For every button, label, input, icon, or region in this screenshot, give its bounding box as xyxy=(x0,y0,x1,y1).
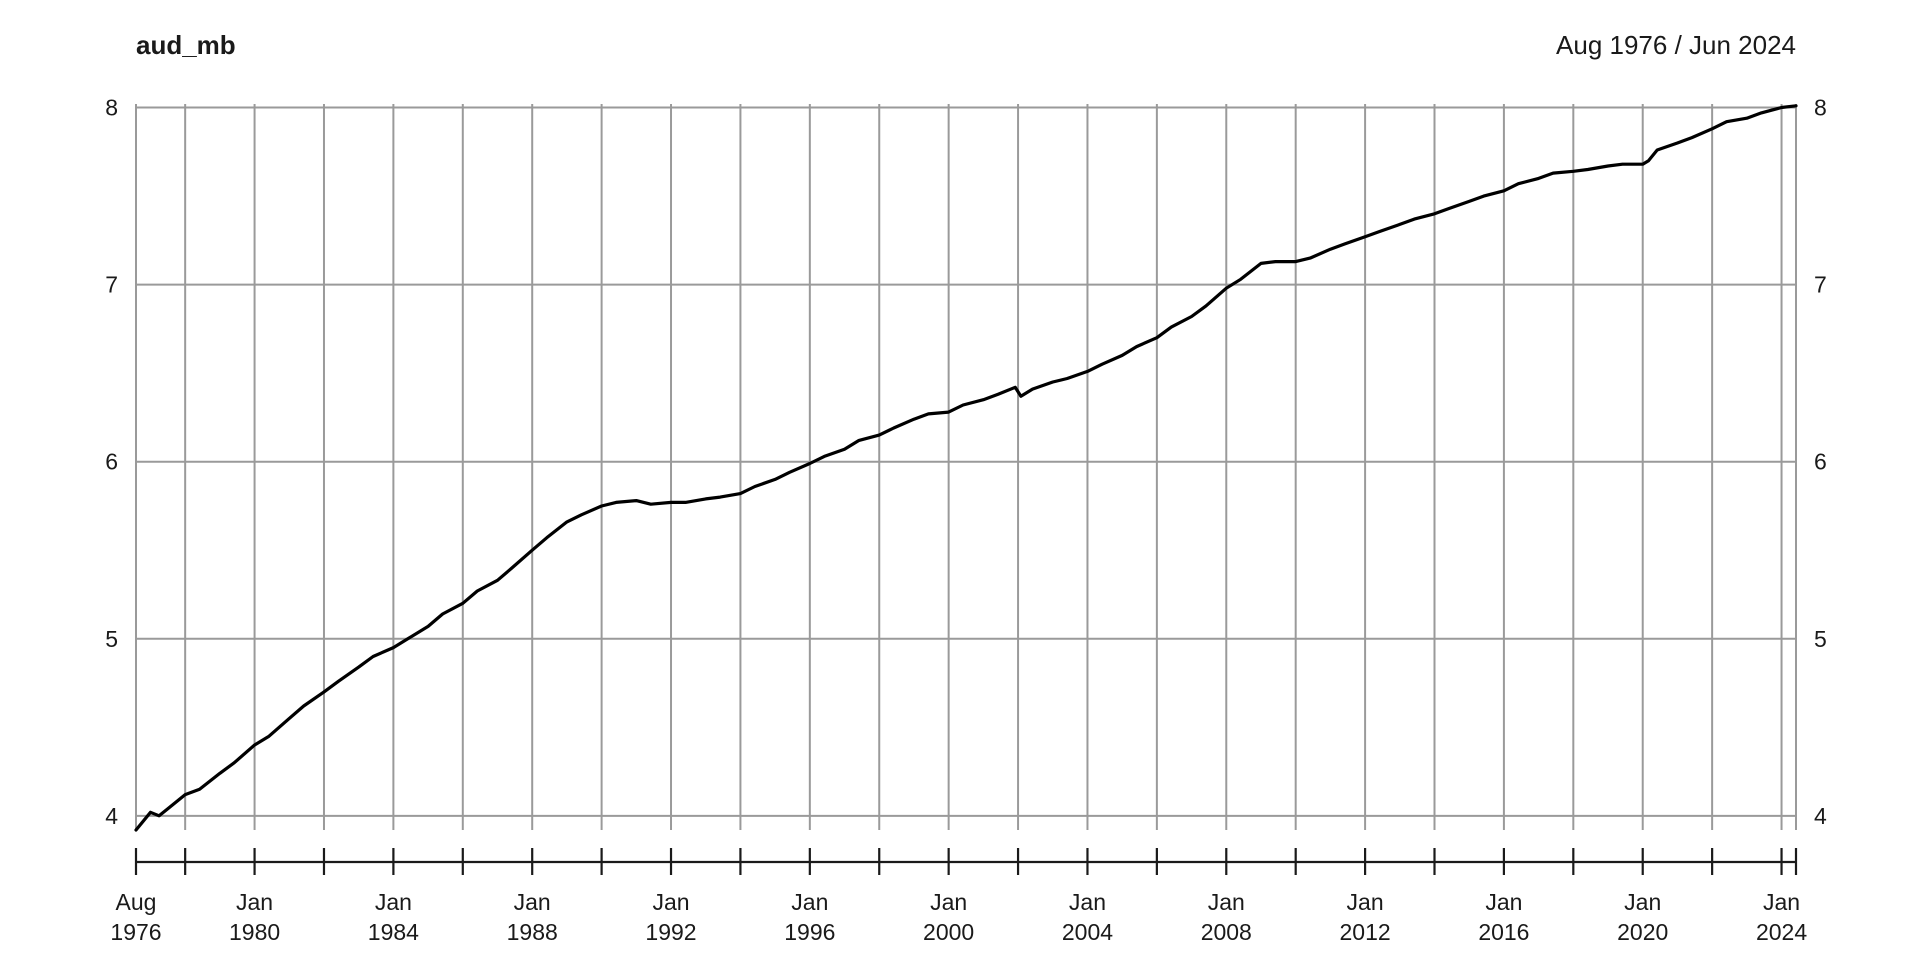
x-tick-label-month: Jan xyxy=(930,889,967,915)
x-tick-label-month: Jan xyxy=(514,889,551,915)
x-tick-label-year: 2024 xyxy=(1756,919,1807,945)
y-tick-label-right: 4 xyxy=(1814,803,1827,829)
x-tick-label-month: Jan xyxy=(652,889,689,915)
x-tick-label-month: Jan xyxy=(791,889,828,915)
x-tick-label-year: 2020 xyxy=(1617,919,1668,945)
x-tick-label-month: Jan xyxy=(1069,889,1106,915)
y-tick-label-right: 5 xyxy=(1814,626,1827,652)
y-tick-label-left: 4 xyxy=(105,803,118,829)
y-tick-label-left: 6 xyxy=(105,449,118,475)
y-axis-labels: 4 4 5 5 6 6 7 7 8 8 xyxy=(105,95,1827,829)
grid-lines xyxy=(135,104,1797,830)
y-tick-label-left: 5 xyxy=(105,626,118,652)
date-range-label: Aug 1976 / Jun 2024 xyxy=(1556,30,1796,60)
x-tick-label-month: Jan xyxy=(1485,889,1522,915)
x-tick-label-year: 2008 xyxy=(1201,919,1252,945)
x-tick-label-year: 1996 xyxy=(784,919,835,945)
x-tick-label-month: Jan xyxy=(1347,889,1384,915)
x-axis-labels: Aug 1976 Jan 1980 Jan 1984 Jan 1988 Jan 1992 Jan 19… xyxy=(110,889,1807,945)
y-tick-label-left: 8 xyxy=(105,95,118,121)
series-line-1 xyxy=(134,104,1798,832)
x-tick-label-month: Jan xyxy=(375,889,412,915)
x-tick-label-month: Jan xyxy=(1208,889,1245,915)
y-tick-label-right: 6 xyxy=(1814,449,1827,475)
y-tick-label-right: 8 xyxy=(1814,95,1827,121)
x-tick-label-year: 1988 xyxy=(507,919,558,945)
x-axis xyxy=(134,848,1798,875)
x-tick-label-month: Jan xyxy=(236,889,273,915)
x-tick-label-year: 2016 xyxy=(1478,919,1529,945)
y-tick-label-left: 7 xyxy=(105,272,118,298)
chart-title: aud_mb xyxy=(136,30,236,60)
x-tick-label-month: Jan xyxy=(1624,889,1661,915)
series-layer xyxy=(134,104,1798,832)
x-tick-label-year: 1992 xyxy=(645,919,696,945)
x-tick-label-year: 2000 xyxy=(923,919,974,945)
x-tick-label-year: 2004 xyxy=(1062,919,1113,945)
x-tick-label-month: Jan xyxy=(1763,889,1800,915)
x-tick-label-year: 1980 xyxy=(229,919,280,945)
x-tick-label-month: Aug xyxy=(116,889,157,915)
x-tick-label-year: 1976 xyxy=(110,919,161,945)
x-tick-label-year: 1984 xyxy=(368,919,419,945)
x-tick-label-year: 2012 xyxy=(1340,919,1391,945)
y-tick-label-right: 7 xyxy=(1814,272,1827,298)
